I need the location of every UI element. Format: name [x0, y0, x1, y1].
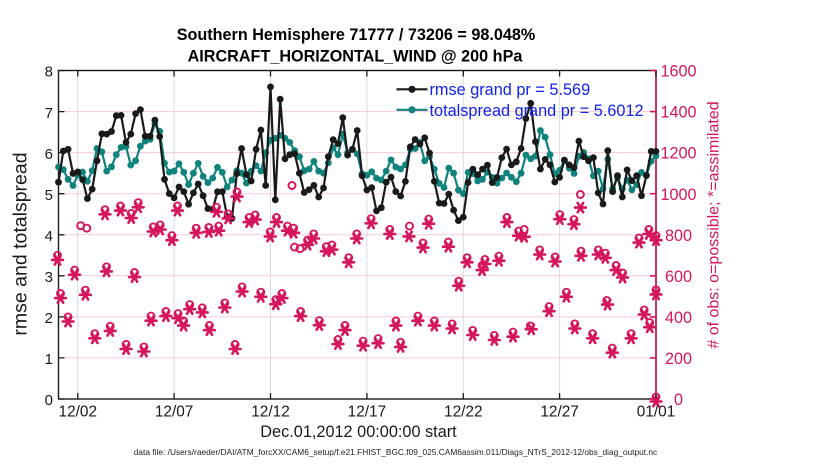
svg-text:Dec.01,2012 00:00:00 start: Dec.01,2012 00:00:00 start: [260, 423, 457, 441]
svg-text:12/02: 12/02: [59, 404, 98, 421]
svg-text:1: 1: [45, 351, 53, 368]
svg-text:1000: 1000: [660, 186, 696, 204]
svg-text:12/12: 12/12: [251, 404, 290, 421]
svg-text:200: 200: [665, 350, 692, 368]
svg-text:0: 0: [45, 392, 53, 409]
svg-text:rmse and totalspread: rmse and totalspread: [10, 152, 32, 335]
svg-text:4: 4: [45, 228, 53, 245]
svg-text:totalspread grand pr = 5.6012: totalspread grand pr = 5.6012: [430, 102, 644, 120]
svg-text:8: 8: [45, 64, 53, 81]
svg-text:400: 400: [665, 309, 692, 327]
svg-text:12/22: 12/22: [444, 404, 483, 421]
svg-text:12/27: 12/27: [540, 404, 579, 421]
svg-text:0: 0: [674, 391, 683, 409]
svg-text:12/17: 12/17: [348, 404, 387, 421]
svg-text:1600: 1600: [660, 63, 696, 81]
svg-text:800: 800: [665, 227, 692, 245]
svg-text:5: 5: [45, 187, 53, 204]
svg-text:7: 7: [45, 105, 53, 122]
svg-text:rmse grand pr = 5.569: rmse grand pr = 5.569: [430, 81, 591, 99]
svg-text:3: 3: [45, 269, 53, 286]
svg-text:1200: 1200: [660, 145, 696, 163]
svg-text:12/07: 12/07: [155, 404, 194, 421]
svg-text:# of obs: o=possible; *=assimi: # of obs: o=possible; *=assimilated: [706, 101, 723, 348]
svg-text:1400: 1400: [660, 104, 696, 122]
svg-text:data file: /Users/raeder/DAI/A: data file: /Users/raeder/DAI/ATM_forcXX/…: [134, 447, 657, 457]
svg-text:Southern Hemisphere 71777 / 73: Southern Hemisphere 71777 / 73206 = 98.0…: [177, 26, 536, 44]
svg-text:600: 600: [665, 268, 692, 286]
svg-text:AIRCRAFT_HORIZONTAL_WIND @ 200: AIRCRAFT_HORIZONTAL_WIND @ 200 hPa: [188, 48, 524, 66]
svg-text:2: 2: [45, 310, 53, 327]
svg-text:01/01: 01/01: [637, 404, 676, 421]
svg-text:6: 6: [45, 146, 53, 163]
